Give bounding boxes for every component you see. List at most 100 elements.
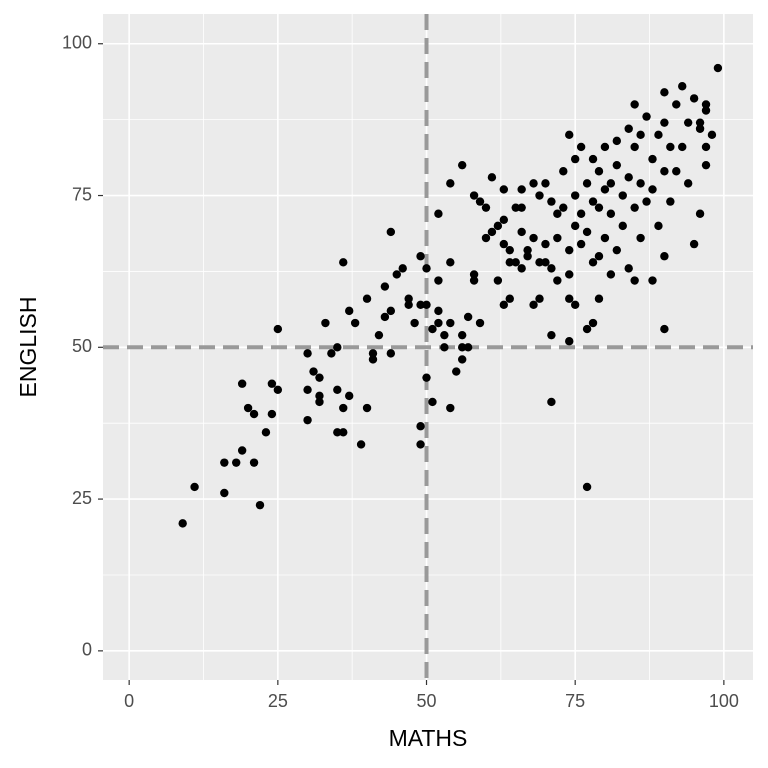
data-point <box>303 349 312 358</box>
data-point <box>600 142 610 152</box>
data-point <box>267 379 277 388</box>
data-point <box>416 300 425 310</box>
data-point <box>362 294 372 303</box>
data-point <box>517 185 526 194</box>
data-point <box>648 154 657 164</box>
x-tick-label: 75 <box>565 691 585 711</box>
data-point <box>553 233 562 243</box>
data-point <box>440 330 449 340</box>
reference-lines <box>103 14 753 680</box>
data-point <box>612 160 622 170</box>
data-point <box>339 258 348 267</box>
axes: 0 25 50 75 100 0 25 50 75 100 <box>62 32 739 710</box>
data-point <box>315 397 324 407</box>
data-point <box>594 167 604 176</box>
data-point <box>481 233 491 243</box>
data-point <box>570 300 580 310</box>
data-point <box>642 197 651 206</box>
data-point <box>624 124 633 133</box>
data-point <box>499 300 509 310</box>
data-point <box>178 519 187 528</box>
data-point <box>618 221 627 231</box>
data-point <box>487 227 497 237</box>
data-point <box>547 197 556 206</box>
y-tick-label: 0 <box>82 640 92 660</box>
data-point <box>345 306 354 316</box>
y-tick-label: 75 <box>72 184 92 204</box>
data-point <box>457 160 467 170</box>
data-point <box>469 191 479 200</box>
data-point <box>594 294 604 303</box>
data-point <box>309 367 318 376</box>
data-point <box>315 391 324 401</box>
data-point <box>416 422 425 431</box>
data-point <box>416 252 425 261</box>
data-point <box>624 173 633 182</box>
data-point <box>475 318 485 328</box>
data-point <box>452 367 461 376</box>
data-point <box>636 130 645 140</box>
data-point <box>672 100 681 109</box>
data-point <box>683 179 693 188</box>
data-point <box>654 130 663 140</box>
data-point <box>642 112 651 121</box>
data-point <box>570 221 580 231</box>
data-point <box>475 197 485 206</box>
data-point <box>624 264 633 273</box>
data-point <box>594 203 604 212</box>
data-point <box>463 312 473 322</box>
y-tick-label: 100 <box>62 32 92 52</box>
data-point <box>422 373 431 382</box>
data-point <box>606 179 616 188</box>
data-point <box>660 167 669 176</box>
data-point <box>457 330 467 340</box>
data-point <box>707 130 717 140</box>
data-point <box>701 142 711 152</box>
data-point <box>559 167 568 176</box>
data-point <box>434 318 443 328</box>
data-point <box>630 276 639 285</box>
data-point <box>689 94 699 103</box>
data-point <box>535 294 544 303</box>
data-point <box>582 227 592 237</box>
data-point <box>237 446 247 455</box>
data-point <box>457 343 467 352</box>
data-point <box>434 306 443 316</box>
data-point <box>547 264 556 273</box>
data-point <box>190 482 199 492</box>
data-point <box>416 440 425 449</box>
data-point <box>660 324 669 334</box>
data-point <box>446 179 455 188</box>
data-point <box>678 82 687 91</box>
data-point <box>612 136 622 146</box>
data-point <box>469 270 479 279</box>
x-tick-label: 50 <box>416 691 436 711</box>
data-point <box>553 209 562 218</box>
data-point <box>630 100 639 109</box>
data-point <box>220 488 229 498</box>
data-point <box>368 355 378 364</box>
data-point <box>499 185 509 194</box>
data-point <box>523 252 532 261</box>
y-axis-title: ENGLISH <box>15 297 41 398</box>
data-point <box>267 409 277 419</box>
data-point <box>576 209 586 218</box>
data-point <box>327 349 336 358</box>
data-point <box>404 294 413 303</box>
data-point <box>630 142 639 152</box>
data-point <box>386 349 396 358</box>
data-point <box>565 130 574 140</box>
data-point <box>273 385 283 395</box>
data-point <box>541 239 550 249</box>
data-point <box>588 258 598 267</box>
data-point <box>392 270 401 279</box>
data-point <box>446 258 455 267</box>
data-point <box>380 312 390 322</box>
data-point <box>255 500 265 510</box>
data-point <box>582 482 592 492</box>
data-point <box>529 300 538 310</box>
data-point <box>273 324 283 334</box>
data-point <box>648 276 657 285</box>
data-point <box>243 403 253 413</box>
